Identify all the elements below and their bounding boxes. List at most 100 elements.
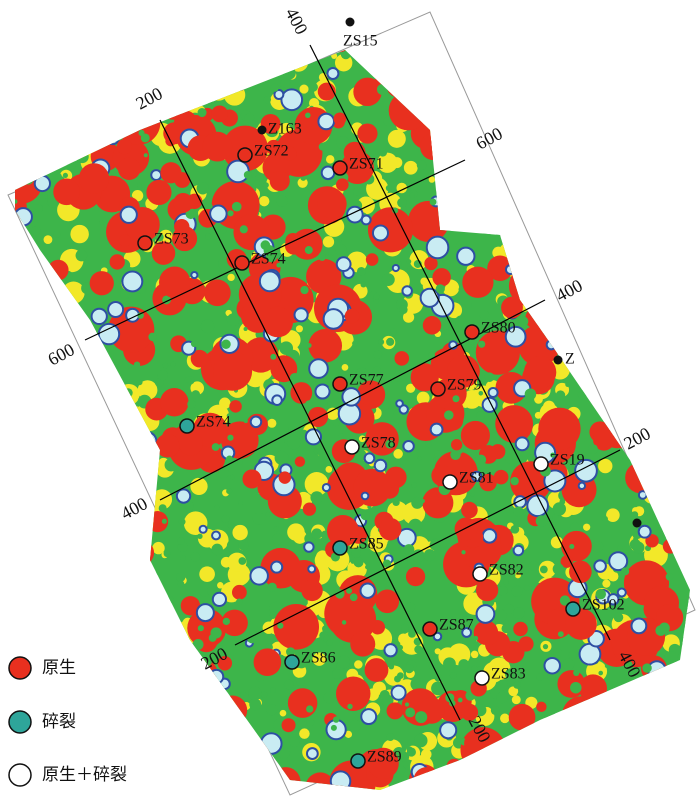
texture: [636, 66, 641, 72]
texture: [665, 573, 674, 581]
texture: [0, 274, 10, 286]
well-label: ZS87: [439, 617, 474, 634]
texture: [669, 401, 690, 424]
texture: [228, 50, 253, 63]
texture: [204, 233, 212, 240]
texture: [617, 136, 633, 152]
texture: [45, 104, 55, 114]
texture: [160, 162, 182, 184]
texture: [337, 655, 351, 669]
texture: [551, 756, 564, 770]
texture: [406, 259, 412, 264]
texture: [386, 702, 404, 720]
texture: [451, 116, 456, 122]
texture: [350, 559, 356, 564]
texture: [619, 50, 667, 89]
texture: [43, 63, 56, 75]
texture: [416, 391, 430, 405]
texture: [623, 416, 633, 426]
texture: [43, 758, 49, 765]
texture: [15, 384, 28, 400]
texture: [568, 650, 577, 660]
texture: [666, 194, 690, 225]
texture: [326, 639, 333, 647]
texture: [658, 772, 670, 784]
texture: [649, 290, 655, 297]
texture: [413, 57, 432, 76]
texture: [199, 587, 210, 597]
texture: [267, 418, 277, 428]
texture: [196, 754, 210, 768]
texture: [596, 263, 602, 268]
texture: [125, 50, 145, 66]
texture: [659, 296, 688, 324]
texture: [61, 399, 73, 410]
texture: [504, 264, 516, 276]
texture: [311, 528, 323, 540]
texture: [478, 390, 484, 396]
texture: [645, 534, 659, 548]
texture: [221, 515, 230, 523]
texture: [217, 695, 248, 726]
texture: [648, 751, 690, 790]
texture: [0, 406, 9, 416]
texture: [100, 461, 119, 480]
texture: [584, 309, 604, 328]
texture: [90, 370, 111, 392]
texture: [36, 681, 63, 708]
texture: [177, 761, 188, 772]
texture: [475, 454, 487, 466]
texture: [279, 709, 287, 717]
texture: [640, 262, 654, 275]
texture: [618, 50, 629, 54]
texture: [22, 6, 29, 13]
texture: [444, 259, 451, 267]
texture: [262, 306, 294, 338]
texture: [336, 136, 350, 149]
texture: [224, 736, 234, 746]
texture: [507, 773, 514, 781]
texture: [165, 14, 183, 32]
texture: [248, 686, 262, 701]
texture: [190, 784, 215, 790]
texture: [125, 453, 148, 477]
texture: [516, 64, 557, 105]
texture: [280, 78, 291, 89]
texture: [653, 770, 681, 790]
texture: [211, 443, 220, 451]
texture: [176, 724, 192, 739]
well-label: ZS82: [489, 562, 524, 579]
texture: [40, 448, 50, 458]
texture: [689, 470, 690, 483]
texture: [64, 383, 71, 389]
texture: [504, 569, 516, 581]
texture: [602, 298, 625, 321]
texture: [434, 155, 445, 166]
texture: [214, 77, 224, 86]
texture: [62, 553, 76, 568]
texture: [528, 560, 539, 571]
texture: [519, 233, 526, 241]
well-marker: [464, 324, 480, 340]
texture: [308, 51, 323, 66]
texture: [653, 0, 659, 3]
texture: [671, 63, 684, 76]
texture: [621, 183, 635, 198]
texture: [174, 218, 190, 235]
texture: [594, 67, 608, 80]
texture: [344, 308, 360, 324]
texture: [655, 225, 674, 244]
texture: [581, 265, 603, 287]
texture: [202, 28, 223, 49]
texture: [554, 230, 564, 241]
texture: [429, 198, 437, 206]
texture: [603, 387, 608, 393]
texture: [190, 27, 203, 40]
texture: [208, 35, 219, 46]
texture: [136, 430, 158, 453]
texture: [563, 134, 575, 146]
texture: [663, 695, 688, 720]
texture: [491, 749, 507, 765]
texture: [657, 372, 674, 388]
